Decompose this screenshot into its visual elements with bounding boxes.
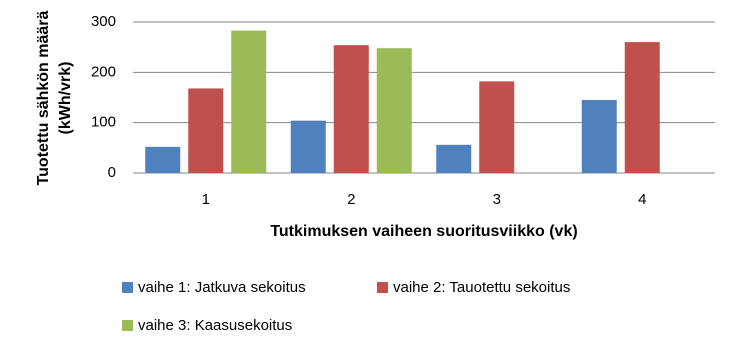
- bar: [290, 120, 326, 173]
- bar: [479, 81, 515, 173]
- bar: [231, 30, 267, 173]
- legend-swatch: [122, 320, 133, 331]
- legend-label: vaihe 1: Jatkuva sekoitus: [138, 279, 306, 296]
- bar: [581, 100, 617, 173]
- x-axis-title: Tutkimuksen vaiheen suoritusviikko (vk): [270, 223, 577, 240]
- y-axis-title: (kWh/vrk): [57, 62, 74, 135]
- y-axis-title: Tuotettu sähkön määrä: [35, 10, 52, 185]
- bar: [624, 42, 660, 174]
- y-tick-label: 0: [108, 164, 116, 181]
- x-tick-label: 1: [202, 191, 210, 208]
- bar: [188, 88, 224, 173]
- y-tick-label: 200: [91, 63, 116, 80]
- y-tick-label: 300: [91, 13, 116, 30]
- legend-label: vaihe 2: Tauotettu sekoitus: [393, 279, 570, 296]
- x-tick-label: 4: [638, 191, 646, 208]
- legend-swatch: [377, 282, 388, 293]
- x-tick-label: 3: [493, 191, 501, 208]
- bar: [333, 45, 369, 173]
- y-tick-label: 100: [91, 114, 116, 131]
- legend-swatch: [122, 282, 133, 293]
- x-tick-label: 2: [347, 191, 355, 208]
- legend-label: vaihe 3: Kaasusekoitus: [138, 317, 292, 334]
- bar: [145, 146, 181, 173]
- bar: [376, 48, 412, 173]
- bar: [436, 144, 472, 173]
